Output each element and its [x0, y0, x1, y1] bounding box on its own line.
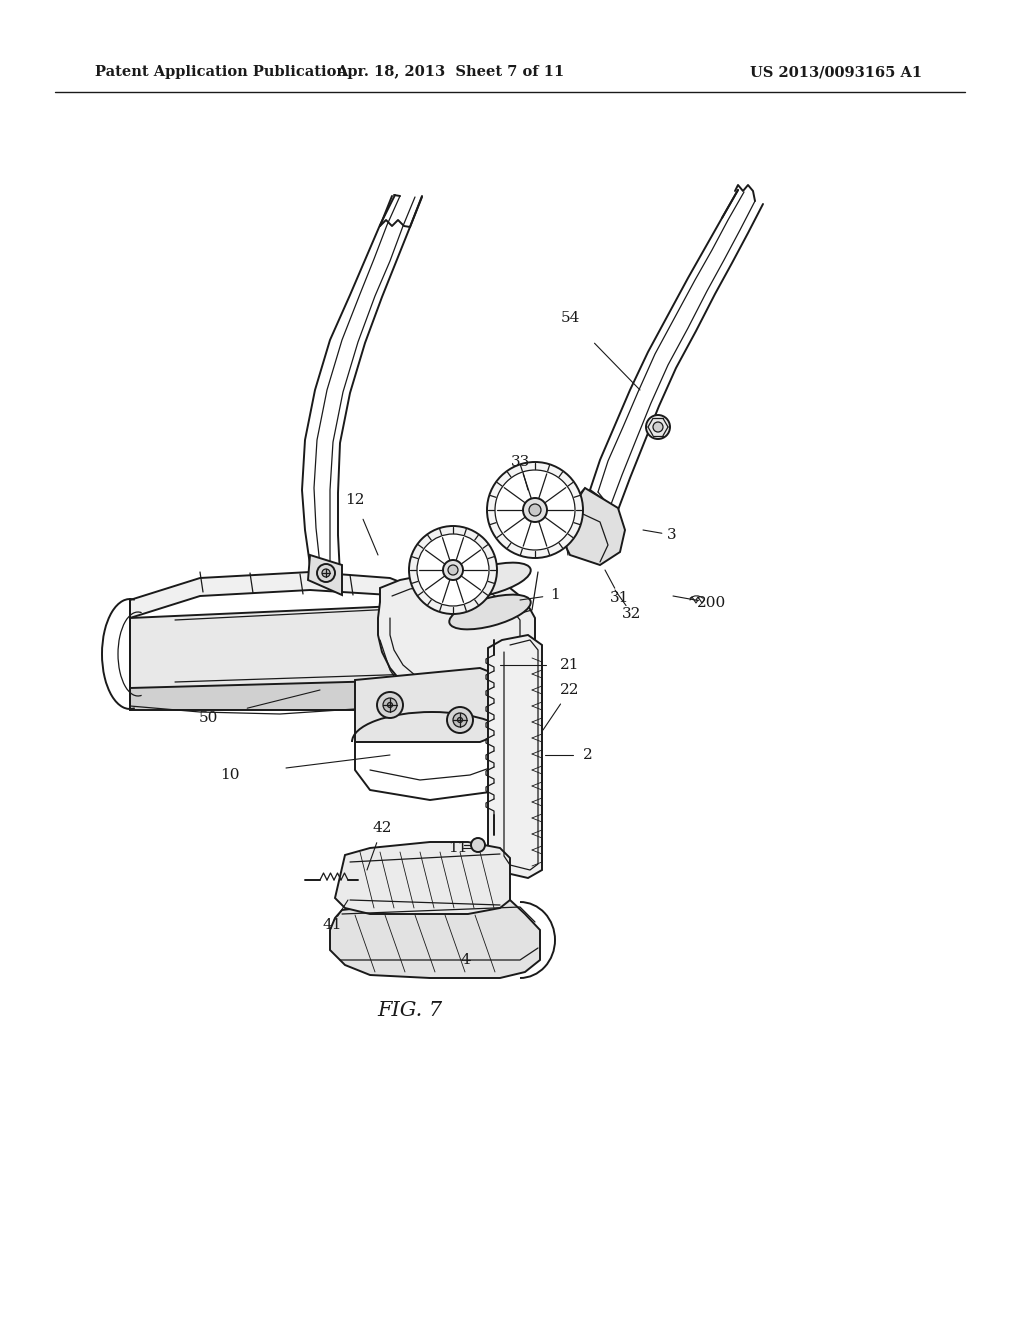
- Text: 12: 12: [345, 492, 365, 507]
- Ellipse shape: [450, 562, 530, 598]
- Text: Patent Application Publication: Patent Application Publication: [95, 65, 347, 79]
- Polygon shape: [130, 680, 430, 710]
- Text: 200: 200: [697, 597, 727, 610]
- Text: 1: 1: [550, 587, 560, 602]
- Text: FIG. 7: FIG. 7: [378, 1001, 442, 1019]
- Polygon shape: [130, 572, 420, 618]
- Text: 50: 50: [199, 711, 218, 725]
- Polygon shape: [335, 842, 510, 913]
- Text: 33: 33: [510, 455, 529, 469]
- Polygon shape: [355, 668, 510, 742]
- Circle shape: [523, 498, 547, 521]
- Circle shape: [449, 565, 458, 576]
- Circle shape: [409, 525, 497, 614]
- Circle shape: [453, 713, 467, 727]
- Text: 3: 3: [668, 528, 677, 543]
- Circle shape: [443, 560, 463, 579]
- Polygon shape: [488, 635, 542, 878]
- Text: 31: 31: [610, 591, 630, 605]
- Text: 4: 4: [460, 953, 470, 968]
- Polygon shape: [378, 572, 535, 702]
- Ellipse shape: [450, 594, 530, 630]
- Circle shape: [495, 470, 575, 550]
- Text: 41: 41: [323, 917, 342, 932]
- Polygon shape: [130, 605, 420, 688]
- Circle shape: [447, 708, 473, 733]
- Text: 54: 54: [560, 312, 580, 325]
- Polygon shape: [308, 554, 342, 595]
- Text: Apr. 18, 2013  Sheet 7 of 11: Apr. 18, 2013 Sheet 7 of 11: [336, 65, 564, 79]
- Text: US 2013/0093165 A1: US 2013/0093165 A1: [750, 65, 923, 79]
- Circle shape: [458, 718, 463, 722]
- Text: 21: 21: [560, 657, 580, 672]
- Circle shape: [417, 535, 489, 606]
- Text: 42: 42: [373, 821, 392, 836]
- Circle shape: [387, 702, 392, 708]
- Circle shape: [317, 564, 335, 582]
- Circle shape: [653, 422, 663, 432]
- Circle shape: [322, 569, 330, 577]
- Circle shape: [529, 504, 541, 516]
- Circle shape: [377, 692, 403, 718]
- Circle shape: [383, 698, 397, 711]
- Polygon shape: [330, 900, 540, 978]
- Text: 10: 10: [220, 768, 240, 781]
- Text: 22: 22: [560, 682, 580, 697]
- Text: 32: 32: [623, 607, 642, 620]
- Polygon shape: [560, 488, 625, 565]
- Text: 2: 2: [583, 748, 593, 762]
- Circle shape: [471, 838, 485, 851]
- Text: 11: 11: [449, 841, 468, 855]
- Circle shape: [646, 414, 670, 440]
- Circle shape: [487, 462, 583, 558]
